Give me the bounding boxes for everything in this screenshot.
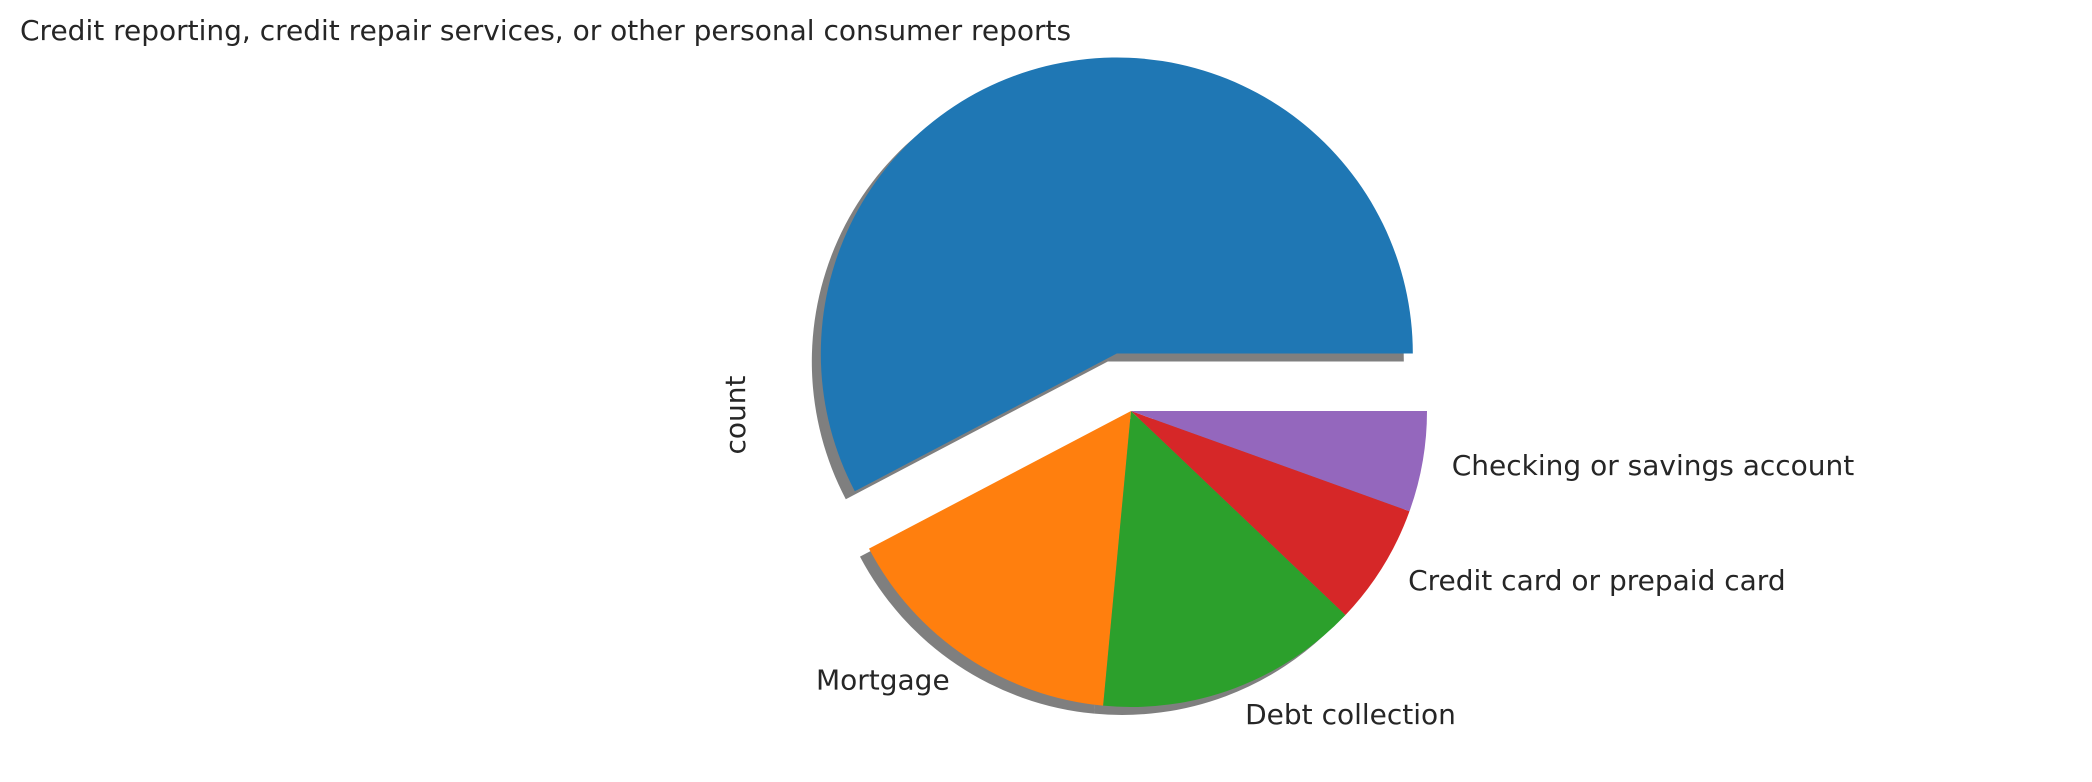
- y-axis-label: count: [719, 375, 752, 454]
- slice-label: Checking or savings account: [1452, 449, 1855, 482]
- pie-slices: [820, 57, 1427, 707]
- slice-label: Mortgage: [816, 663, 950, 696]
- slice-label: Debt collection: [1245, 698, 1456, 731]
- pie-slice: [1131, 411, 1410, 615]
- pie-slice: [1131, 411, 1427, 512]
- pie-slice: [1103, 411, 1346, 707]
- slice-label: Credit reporting, credit repair services…: [20, 14, 1071, 47]
- slice-labels: Credit reporting, credit repair services…: [20, 14, 1854, 731]
- slice-label: Credit card or prepaid card: [1408, 564, 1786, 597]
- pie-slice: [868, 411, 1131, 706]
- pie-slice: [820, 57, 1413, 492]
